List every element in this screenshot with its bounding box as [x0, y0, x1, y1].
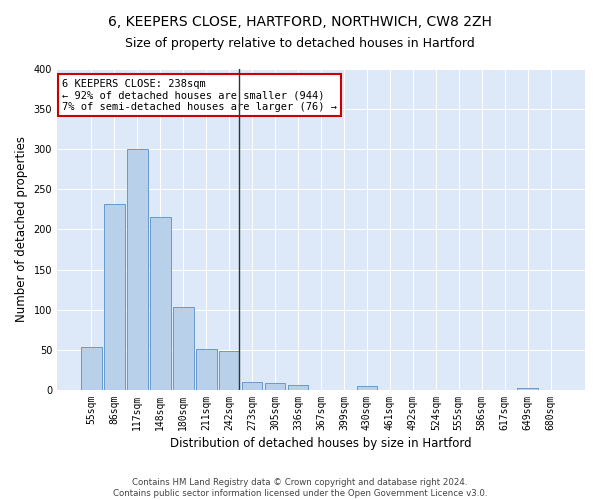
Bar [196, 349, 217, 390]
Y-axis label: Number of detached properties: Number of detached properties [15, 136, 28, 322]
Text: 6 KEEPERS CLOSE: 238sqm
← 92% of detached houses are smaller (944)
7% of semi-de: 6 KEEPERS CLOSE: 238sqm ← 92% of detache… [62, 78, 337, 112]
Text: 6, KEEPERS CLOSE, HARTFORD, NORTHWICH, CW8 2ZH: 6, KEEPERS CLOSE, HARTFORD, NORTHWICH, C… [108, 15, 492, 29]
Text: Size of property relative to detached houses in Hartford: Size of property relative to detached ho… [125, 38, 475, 51]
Bar [127, 149, 148, 390]
Bar [356, 386, 377, 390]
Bar [104, 204, 125, 390]
Text: Contains HM Land Registry data © Crown copyright and database right 2024.
Contai: Contains HM Land Registry data © Crown c… [113, 478, 487, 498]
Bar [517, 388, 538, 390]
Bar [173, 308, 194, 390]
Bar [219, 350, 239, 390]
Bar [242, 382, 262, 390]
Bar [81, 348, 102, 390]
X-axis label: Distribution of detached houses by size in Hartford: Distribution of detached houses by size … [170, 437, 472, 450]
Bar [288, 385, 308, 390]
Bar [150, 218, 170, 390]
Bar [265, 382, 286, 390]
